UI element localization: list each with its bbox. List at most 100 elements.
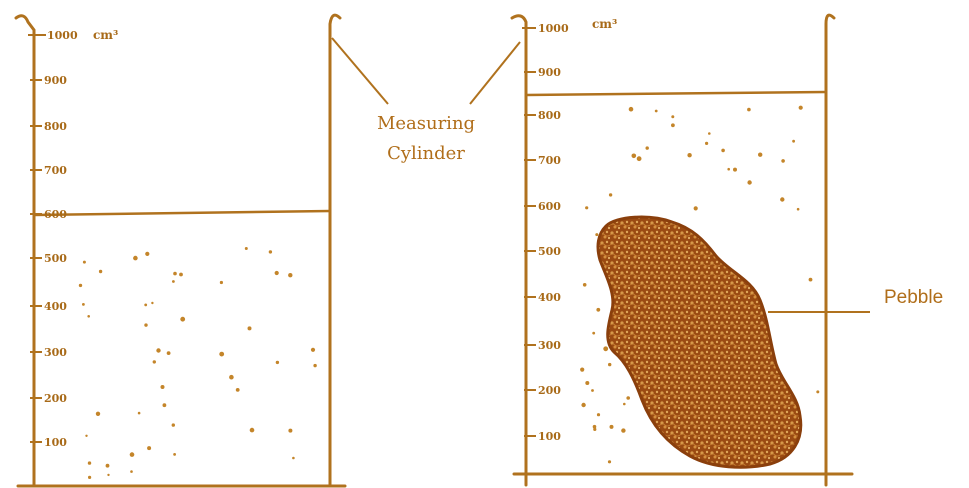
water-particle (636, 156, 642, 162)
water-particle (152, 360, 156, 364)
water-particle (592, 424, 597, 429)
water-particle (621, 428, 626, 433)
left-unit-label: cm³ (93, 28, 118, 42)
water-particle (591, 389, 594, 392)
water-particle (137, 411, 141, 415)
water-particle (166, 351, 171, 355)
right-tick-label-200: 200 (538, 384, 561, 397)
left-top-label: 1000 (47, 29, 78, 42)
water-particle (608, 193, 613, 197)
pebble (596, 215, 803, 469)
water-particle (85, 434, 88, 437)
water-particle (721, 148, 725, 153)
water-particle (180, 316, 186, 322)
water-particle (144, 323, 148, 327)
water-particle (129, 452, 135, 457)
water-particle (87, 461, 92, 465)
water-particle (95, 411, 101, 416)
water-particle (82, 303, 85, 306)
right-cylinder-left-wall (510, 14, 528, 487)
pebble-label: Pebble (884, 287, 943, 308)
water-particle (780, 197, 785, 202)
measuring-label-line2: Cylinder (387, 143, 465, 164)
water-particle (249, 427, 255, 433)
water-particle (808, 277, 813, 282)
water-particle (603, 346, 609, 352)
water-particle (247, 326, 252, 331)
water-particle (596, 413, 601, 417)
water-particle (798, 105, 803, 110)
left-tick-label-200: 200 (44, 392, 67, 405)
water-particle (593, 427, 597, 431)
water-particle (144, 303, 148, 307)
water-particle (274, 270, 279, 276)
water-particle (87, 315, 90, 318)
water-particle (792, 139, 795, 143)
water-particle (693, 206, 698, 211)
water-particle (288, 428, 293, 433)
right-tick-label-300: 300 (538, 339, 561, 352)
water-particle (781, 159, 785, 163)
water-particle (733, 167, 737, 172)
water-particle (631, 153, 637, 159)
water-particle (816, 390, 820, 394)
right-unit-label: cm³ (592, 17, 617, 31)
water-particle (580, 367, 585, 372)
water-particle (82, 260, 86, 264)
left-tick-label-300: 300 (44, 346, 67, 359)
water-particle (160, 385, 165, 389)
right-water-particles (580, 105, 820, 464)
water-particle (607, 460, 612, 464)
water-particle (172, 280, 175, 283)
water-particle (645, 146, 649, 150)
water-particle (626, 396, 630, 400)
left-tick-label-600: 600 (44, 208, 67, 221)
water-particle (671, 115, 675, 119)
left-water-surface (33, 209, 331, 217)
water-particle (88, 475, 92, 479)
water-particle (145, 251, 150, 256)
measuring-leader-right (469, 41, 521, 105)
water-particle (98, 269, 103, 274)
right-water-surface (525, 90, 827, 97)
water-particle (623, 402, 626, 406)
water-particle (78, 283, 83, 288)
water-particle (654, 109, 658, 113)
right-tick-label-500: 500 (538, 245, 561, 258)
water-particle (310, 347, 316, 352)
right-tick-label-800: 800 (538, 109, 561, 122)
water-particle (585, 381, 590, 385)
left-tick-label-100: 100 (44, 436, 67, 449)
left-tick-label-800: 800 (44, 120, 67, 133)
right-top-label: 1000 (538, 22, 569, 35)
left-cylinder-right-wall (328, 13, 342, 487)
water-particle (288, 273, 293, 278)
right-tick-label-600: 600 (538, 200, 561, 213)
water-particle (796, 207, 800, 211)
water-particle (608, 362, 612, 367)
left-tick-label-700: 700 (44, 164, 67, 177)
right-cylinder-right-wall (824, 13, 836, 487)
water-particle (133, 255, 138, 261)
water-particle (596, 307, 601, 312)
right-cylinder: 1000 cm³ 900 800 700 600 500 400 300 200… (510, 13, 854, 487)
water-particle (219, 351, 225, 357)
water-particle (292, 456, 295, 460)
water-particle (581, 402, 586, 408)
left-cylinder-left-wall (14, 14, 36, 487)
left-tick-label-500: 500 (44, 252, 67, 265)
water-particle (107, 473, 110, 477)
water-particle (162, 403, 167, 408)
water-particle (687, 153, 692, 158)
right-tick-label-400: 400 (538, 291, 561, 304)
water-particle (244, 247, 248, 250)
water-particle (705, 141, 709, 145)
water-particle (585, 206, 589, 210)
water-particle (275, 360, 280, 365)
water-particle (229, 374, 234, 380)
water-particle (156, 348, 161, 353)
water-particle (219, 280, 223, 285)
water-particle (151, 301, 154, 305)
water-particle (609, 424, 614, 429)
water-particle (179, 272, 183, 277)
